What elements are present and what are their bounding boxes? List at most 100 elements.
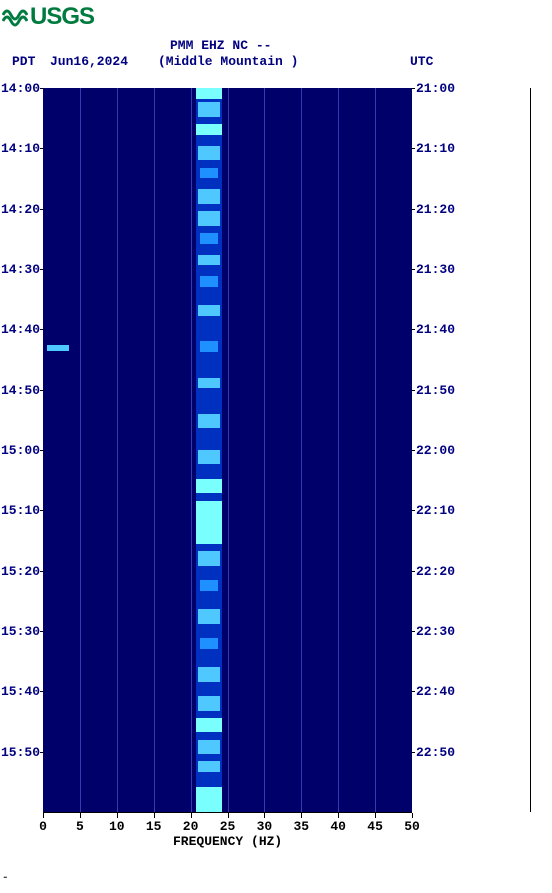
spectral-peak [196,88,222,99]
left-timezone: PDT [12,54,35,69]
y-tick [40,148,43,149]
gridline [117,88,118,812]
x-tick-label: 25 [220,819,236,834]
y-right-label: 22:10 [416,503,464,518]
x-tick-label: 5 [76,819,84,834]
y-right-label: 21:20 [416,202,464,217]
spectral-mark [47,345,69,351]
right-timezone: UTC [410,54,433,69]
spectral-peak [198,609,220,623]
y-tick [412,752,415,753]
gridline [80,88,81,812]
y-right-label: 21:50 [416,383,464,398]
y-left-label: 14:50 [0,383,40,398]
y-tick [412,269,415,270]
y-left-label: 14:20 [0,202,40,217]
y-right-label: 21:40 [416,322,464,337]
y-left-label: 15:50 [0,745,40,760]
spectral-peak [198,146,220,160]
spectral-peak [198,551,220,565]
y-tick [412,691,415,692]
spectrogram-plot [43,88,412,812]
spectral-peak [198,667,220,681]
spectral-peak [200,233,218,244]
y-left-label: 14:30 [0,262,40,277]
x-tick [301,813,302,818]
x-tick [154,813,155,818]
y-right-label: 21:30 [416,262,464,277]
station-code: PMM EHZ NC -- [170,38,271,53]
y-tick [412,329,415,330]
gridline [375,88,376,812]
spectral-peak [198,761,220,772]
spectral-peak [196,519,222,544]
x-tick [43,813,44,818]
y-tick [412,631,415,632]
spectral-peak [200,276,218,287]
spectral-peak [198,740,220,754]
y-left-label: 15:30 [0,624,40,639]
y-right-label: 22:20 [416,564,464,579]
y-tick [40,390,43,391]
x-tick [338,813,339,818]
spectral-peak [198,696,220,710]
y-tick [40,209,43,210]
y-left-label: 15:40 [0,684,40,699]
x-tick-label: 45 [367,819,383,834]
y-tick [40,752,43,753]
spectral-peak [196,479,222,493]
spectral-peak [198,378,220,389]
gridline [191,88,192,812]
usgs-wave-icon [2,7,28,27]
x-tick [412,813,413,818]
spectral-peak [198,414,220,428]
y-tick [40,510,43,511]
spectral-peak [198,102,220,116]
x-tick-label: 50 [404,819,420,834]
spectral-peak [198,305,220,316]
y-tick [40,450,43,451]
x-tick-label: 30 [257,819,273,834]
y-right-label: 22:00 [416,443,464,458]
y-tick [412,450,415,451]
spectral-peak [196,718,222,732]
y-tick [412,571,415,572]
x-tick [191,813,192,818]
y-tick [412,390,415,391]
footer-mark: - [2,872,9,884]
y-right-label: 21:00 [416,81,464,96]
spectral-peak [198,450,220,464]
spectral-peak [196,124,222,135]
usgs-logo: USGS [2,3,94,31]
x-tick-label: 40 [330,819,346,834]
x-tick-label: 35 [293,819,309,834]
y-right-label: 22:30 [416,624,464,639]
y-left-label: 14:40 [0,322,40,337]
y-left-label: 14:10 [0,141,40,156]
gridline [264,88,265,812]
gridline [338,88,339,812]
y-left-label: 15:20 [0,564,40,579]
spectral-peak [200,638,218,649]
x-tick-label: 10 [109,819,125,834]
signal-band [196,88,222,812]
y-left-label: 15:10 [0,503,40,518]
y-tick [40,571,43,572]
spectral-peak [198,211,220,225]
y-tick [40,329,43,330]
gridline [154,88,155,812]
x-tick-label: 20 [183,819,199,834]
x-tick [80,813,81,818]
spectral-peak [200,168,218,179]
y-left-label: 14:00 [0,81,40,96]
y-tick [40,691,43,692]
y-tick [412,510,415,511]
y-right-label: 21:10 [416,141,464,156]
spectral-peak [200,341,218,352]
y-tick [40,269,43,270]
y-tick [40,631,43,632]
spectral-peak [198,189,220,203]
station-location: (Middle Mountain ) [158,54,298,69]
x-axis-title: FREQUENCY (HZ) [173,834,282,849]
x-tick-label: 15 [146,819,162,834]
